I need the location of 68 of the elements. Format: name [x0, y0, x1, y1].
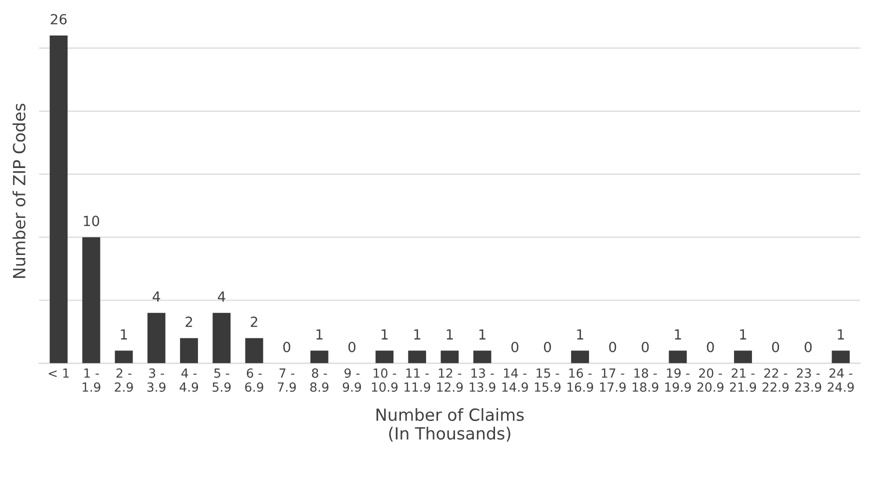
x-tick-label: 23 - 23.9 — [795, 368, 822, 392]
data-label: 0 — [642, 342, 649, 352]
bar — [180, 338, 198, 364]
data-label: 26 — [50, 14, 67, 24]
data-label: 1 — [838, 329, 844, 340]
x-tick-label: 19 - 19.9 — [665, 368, 691, 392]
data-label: 4 — [218, 292, 226, 302]
bar — [376, 350, 394, 364]
bar — [310, 350, 328, 364]
x-tick-label: 6 - 6.9 — [245, 368, 264, 392]
bar — [147, 312, 166, 364]
y-axis-title: Number of ZIP Codes — [12, 104, 26, 278]
x-tick-label: 21 - 21.9 — [730, 368, 756, 392]
x-tick-label: 9 - 9.9 — [342, 368, 362, 392]
bar — [50, 36, 68, 364]
data-label: 0 — [772, 342, 780, 352]
data-label: 1 — [446, 329, 453, 340]
x-tick-label: 11 - 11.9 — [404, 368, 430, 392]
data-label: 1 — [479, 329, 486, 340]
x-tick-label: < 1 — [48, 368, 69, 378]
data-label: 2 — [250, 316, 258, 327]
x-tick-label: 5 - 5.9 — [212, 368, 231, 392]
data-label: 1 — [120, 329, 127, 340]
data-label: 0 — [609, 342, 616, 352]
x-tick-label: 12 - 12.9 — [437, 368, 463, 392]
data-label: 10 — [84, 216, 100, 226]
data-label: 0 — [804, 342, 812, 352]
data-label: 0 — [706, 342, 714, 352]
bar — [114, 350, 133, 364]
x-tick-label: 20 - 20.9 — [697, 368, 724, 392]
bar — [734, 350, 752, 364]
data-label: 2 — [186, 316, 192, 327]
x-axis-title: Number of Claims (In Thousands) — [376, 408, 524, 442]
bar — [212, 312, 231, 364]
data-label: 1 — [577, 329, 584, 340]
data-label: 1 — [382, 329, 388, 340]
bar — [571, 350, 590, 364]
x-tick-label: 10 - 10.9 — [372, 368, 398, 392]
bar — [440, 350, 459, 364]
bar — [408, 350, 426, 364]
x-tick-label: 16 - 16.9 — [568, 368, 594, 392]
x-tick-label: 8 - 8.9 — [310, 368, 328, 392]
bar — [832, 350, 850, 364]
data-label: 1 — [674, 329, 681, 340]
data-label: 1 — [316, 329, 322, 340]
x-tick-label: 22 - 22.9 — [762, 368, 789, 392]
x-tick-label: 17 - 17.9 — [600, 368, 626, 392]
data-label: 1 — [414, 329, 420, 340]
bar — [245, 338, 264, 364]
x-tick-label: 2 - 2.9 — [114, 368, 133, 392]
bar — [473, 350, 492, 364]
data-label: 1 — [740, 329, 746, 340]
x-tick-label: 1 - 1.9 — [82, 368, 100, 392]
data-label: 0 — [348, 342, 356, 352]
data-label: 0 — [283, 342, 290, 352]
x-tick-label: 24 - 24.9 — [828, 368, 854, 392]
x-tick-label: 13 - 13.9 — [470, 368, 496, 392]
data-label: 0 — [511, 342, 518, 352]
x-tick-label: 3 - 3.9 — [147, 368, 166, 392]
x-tick-label: 15 - 15.9 — [534, 368, 561, 392]
bar — [82, 237, 100, 364]
x-tick-label: 14 - 14.9 — [502, 368, 528, 392]
x-tick-label: 18 - 18.9 — [632, 368, 658, 392]
x-tick-label: 4 - 4.9 — [180, 368, 198, 392]
x-tick-label: 7 - 7.9 — [278, 368, 296, 392]
bar — [668, 350, 687, 364]
data-label: 0 — [544, 342, 551, 352]
data-label: 4 — [152, 292, 160, 302]
